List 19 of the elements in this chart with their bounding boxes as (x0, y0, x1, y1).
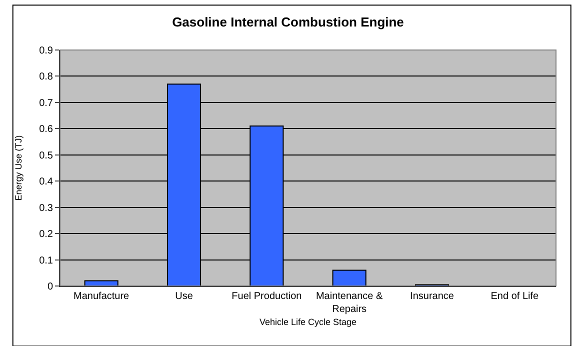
x-tick-label: Insurance (410, 291, 454, 302)
y-tick-label: 0.9 (39, 46, 54, 56)
y-tick-label: 0.4 (39, 176, 54, 188)
x-tick-label: Maintenance & Repairs (316, 291, 384, 315)
y-tick-label: 0.1 (39, 255, 54, 266)
y-tick-label: 0.5 (39, 150, 54, 162)
y-tick-label: 0.7 (39, 98, 54, 109)
y-tick-label: 0.3 (39, 202, 54, 214)
y-axis-title: Energy Use (TJ) (13, 135, 24, 201)
x-tick-label: Manufacture (74, 291, 130, 302)
x-axis-title: Vehicle Life Cycle Stage (259, 316, 357, 327)
y-tick-label: 0.6 (39, 124, 54, 136)
y-tick-label: 0.2 (39, 229, 54, 240)
y-tick-label: 0.8 (39, 72, 54, 83)
chart-title: Gasoline Internal Combustion Engine (172, 14, 404, 30)
x-tick-label: End of Life (490, 291, 540, 302)
x-tick-label: Use (175, 291, 194, 302)
x-tick-label: Fuel Production (232, 291, 302, 302)
y-tick-label: 0 (47, 282, 54, 292)
